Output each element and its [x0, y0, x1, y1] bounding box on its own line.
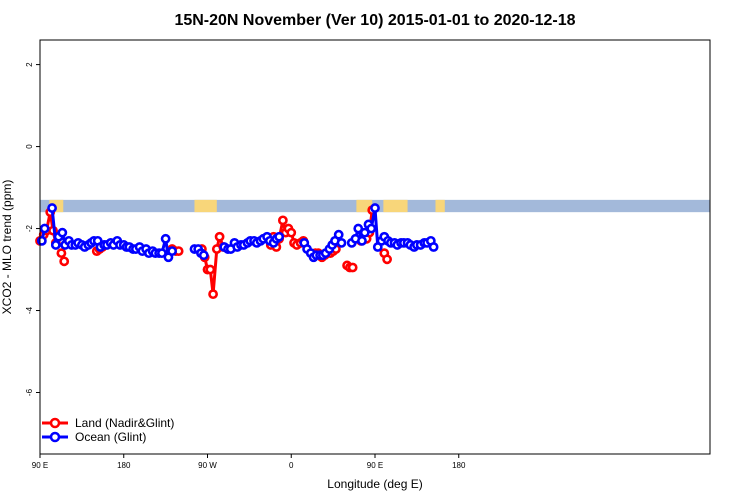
land-point: [208, 289, 218, 300]
land-point: [277, 215, 288, 226]
ocean-point: [370, 203, 380, 213]
ocean-point: [39, 223, 50, 234]
y-tick-label-1: 0: [25, 144, 34, 149]
legend-marker-ocean: [49, 431, 61, 443]
ocean-point: [428, 242, 439, 252]
land-point: [286, 227, 297, 238]
land-point: [56, 248, 67, 259]
x-tick-label-3: 0: [289, 461, 294, 470]
ocean-point: [357, 235, 367, 246]
y-tick-label-3: -4: [25, 306, 34, 314]
x-tick-label-4: 90 E: [367, 461, 383, 470]
ocean-point: [167, 246, 178, 256]
land-band-3: [383, 199, 408, 213]
land-band-4: [435, 199, 445, 213]
land-point: [59, 256, 70, 267]
ocean-point: [160, 233, 171, 244]
land-point: [347, 262, 358, 273]
legend: Land (Nadir&Glint) Ocean (Glint): [42, 416, 174, 444]
ocean-point: [50, 240, 61, 250]
land-point: [214, 231, 225, 242]
ocean-point: [274, 231, 285, 242]
ocean-point: [333, 229, 344, 240]
y-tick-label-0: 2: [25, 62, 34, 67]
ocean-point: [336, 238, 347, 248]
chart-title: 15N-20N November (Ver 10) 2015-01-01 to …: [174, 12, 575, 29]
ocean-point: [353, 223, 364, 234]
plot-area: [35, 199, 710, 300]
y-tick-label-4: -6: [25, 388, 34, 396]
land-point: [205, 264, 216, 275]
x-tick-label-5: 180: [452, 461, 466, 470]
ocean-point: [47, 203, 57, 213]
x-tick-label-1: 180: [117, 461, 131, 470]
y-tick-label-2: -2: [25, 224, 34, 232]
legend-label-land: Land (Nadir&Glint): [75, 416, 174, 430]
ocean-point: [157, 248, 167, 259]
ocean-point: [57, 227, 68, 238]
x-axis-label: Longitude (deg E): [327, 477, 422, 491]
land-point: [382, 254, 392, 265]
x-tick-label-0: 90 E: [32, 461, 48, 470]
ocean-point: [359, 227, 370, 238]
x-tick-label-2: 90 W: [198, 461, 217, 470]
ocean-point: [366, 223, 377, 234]
legend-label-ocean: Ocean (Glint): [75, 430, 146, 444]
y-axis-label: XCO2 - MLO trend (ppm): [0, 180, 14, 315]
ocean-point: [36, 235, 47, 246]
legend-marker-land: [49, 417, 61, 429]
land-band-1: [194, 199, 217, 213]
ocean-point: [198, 250, 209, 261]
